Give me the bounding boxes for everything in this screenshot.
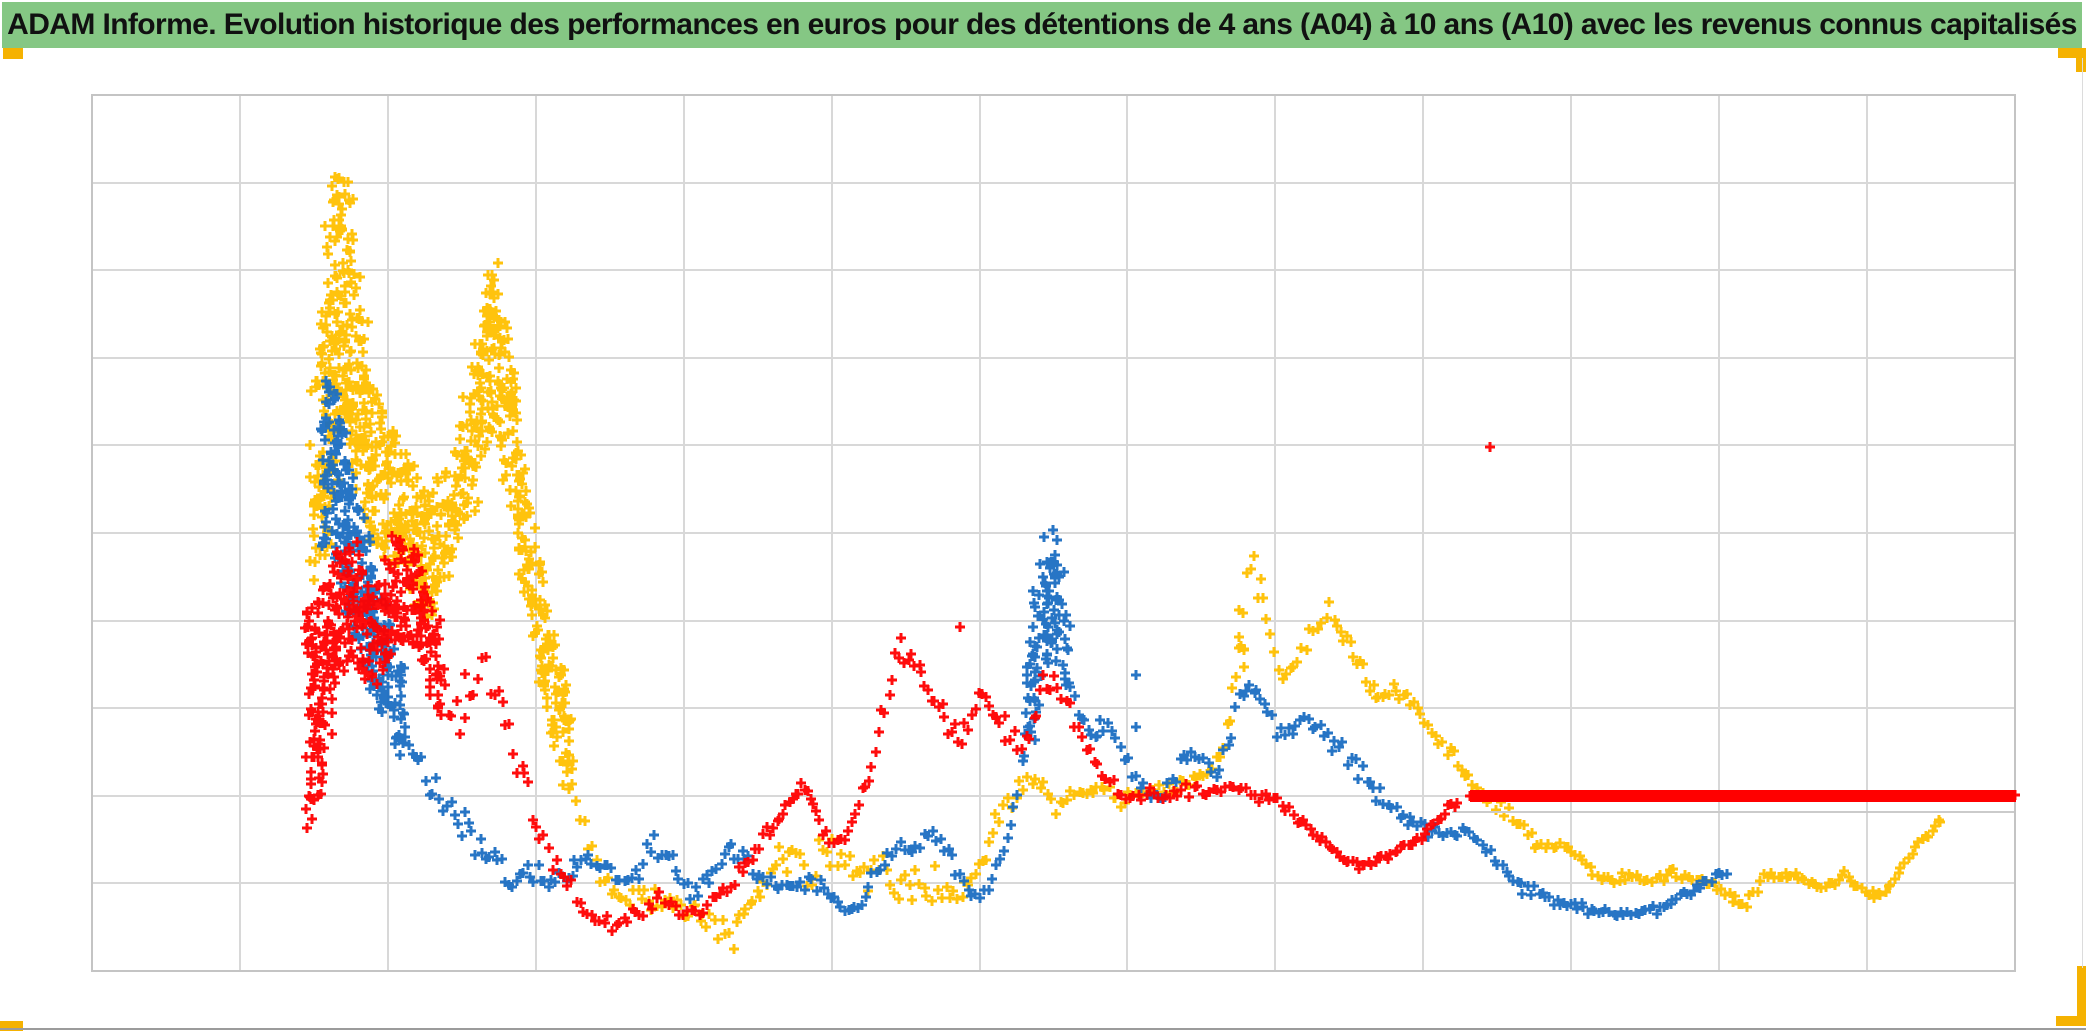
series-layer [300,172,2020,954]
bottom-divider-line [0,1028,2086,1030]
red-series-markers [300,442,2020,936]
selection-corner-bottom-right[interactable] [2056,966,2086,1026]
blue-series-markers [316,376,1732,921]
chart-title-bar: ADAM Informe. Evolution historique des p… [2,2,2082,48]
plot-border [91,94,2016,972]
selection-handle-top-left[interactable] [3,48,23,59]
selection-corner-top-right[interactable] [2058,48,2086,72]
gold-series-markers [305,172,1945,954]
selection-handle-bottom-left[interactable] [0,1021,23,1031]
selection-edge-right [2082,58,2083,968]
chart-title: ADAM Informe. Evolution historique des p… [7,8,2077,41]
